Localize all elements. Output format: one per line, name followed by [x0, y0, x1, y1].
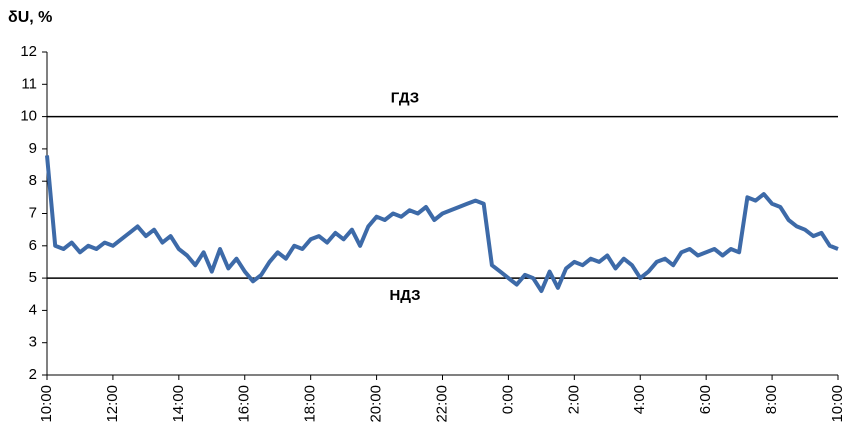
y-tick-label: 4 [29, 301, 37, 318]
x-tick-label: 2:00 [565, 385, 582, 414]
y-tick-label: 10 [20, 108, 37, 125]
x-tick-label: 8:00 [763, 385, 780, 414]
y-tick-label: 2 [29, 366, 37, 383]
x-tick-label: 10:00 [829, 385, 846, 423]
reference-label: НДЗ [389, 287, 420, 304]
y-tick-label: 7 [29, 204, 37, 221]
y-axis-label: δU, % [8, 9, 52, 26]
y-tick-label: 12 [20, 43, 37, 60]
x-tick-label: 12:00 [104, 385, 121, 423]
x-tick-label: 4:00 [631, 385, 648, 414]
x-tick-label: 14:00 [170, 385, 187, 423]
y-tick-label: 11 [21, 75, 37, 92]
x-tick-label: 20:00 [368, 385, 385, 423]
y-tick-label: 6 [29, 237, 37, 254]
y-tick-label: 5 [29, 269, 37, 286]
data-line [45, 155, 839, 293]
x-tick-label: 16:00 [236, 385, 253, 423]
y-tick-label: 8 [29, 172, 37, 189]
y-tick-label: 3 [29, 334, 37, 351]
x-tick-label: 10:00 [38, 385, 55, 423]
x-tick-label: 18:00 [302, 385, 319, 423]
y-tick-label: 9 [29, 140, 37, 157]
x-tick-label: 22:00 [433, 385, 450, 423]
x-tick-label: 6:00 [697, 385, 714, 414]
x-tick-label: 0:00 [499, 385, 516, 414]
reference-label: ГДЗ [391, 90, 419, 107]
